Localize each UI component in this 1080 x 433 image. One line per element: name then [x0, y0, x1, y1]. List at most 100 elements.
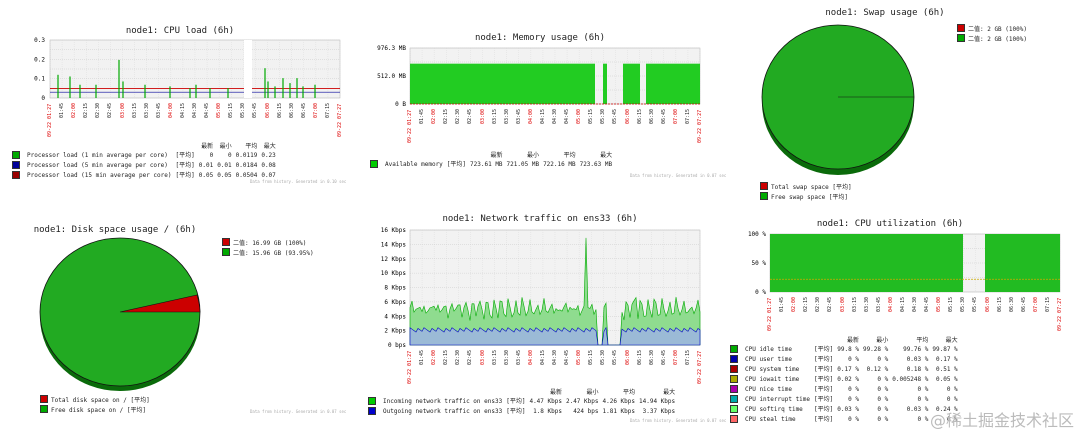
memory-x-tick: 07:00: [672, 108, 679, 124]
cpu-load-x-tick: 07:00: [312, 102, 319, 118]
disk-top-legend-text: 二值: 15.96 GB (93.95%): [233, 250, 314, 257]
swap-top-legend-item: 二值: 2 GB (100%): [957, 34, 1027, 44]
legend-last: 0.01: [198, 162, 214, 169]
disk-title: node1: Disk space usage / (6h): [33, 225, 197, 235]
memory-header: 最小: [527, 152, 540, 159]
cpu-util-x-tick: 06:00: [984, 296, 991, 312]
cpu-util-header: [728, 337, 743, 345]
cpu-util-legend: 最新 最小 平均 最大 CPU idle time [平均] 99.8 % 99.28 % 99…: [728, 337, 960, 425]
legend-agg: [平均]: [126, 407, 147, 414]
cpu-load-x-tick: 04:45: [204, 102, 211, 118]
legend-max: 14.94 Kbps: [639, 398, 676, 405]
network-footer: Data from history. Generated in 0.07 sec: [630, 418, 727, 423]
legend-last: 0 %: [848, 416, 859, 423]
legend-max: 0.51 %: [935, 366, 958, 373]
cpu-util-header: 最小: [876, 337, 889, 344]
cpu-load-x-tick: 06:15: [276, 102, 283, 118]
legend-swatch: [222, 248, 230, 256]
network-header: 最大: [663, 389, 676, 396]
legend-series-name: Processor load (5 min average per core): [27, 162, 168, 169]
memory-x-tick: 02:30: [455, 108, 462, 124]
swap-legend-item: Free swap space [平均]: [760, 192, 852, 202]
memory-x-tick: 09-22 07:27: [697, 110, 703, 144]
legend-avg: 99.76 %: [903, 346, 929, 353]
network-x-tick: 03:15: [491, 349, 498, 365]
legend-max: 0.05 %: [935, 376, 958, 383]
legend-avg: 0.0119: [235, 152, 258, 159]
memory-x-tick: 06:00: [624, 108, 631, 124]
cpu-load-header: [25, 143, 174, 151]
legend-swatch: [730, 395, 738, 403]
memory-header: 平均: [563, 152, 576, 159]
legend-last: 0 %: [848, 356, 859, 363]
cpu-util-x-tick: 03:45: [875, 296, 882, 312]
legend-last: 0 %: [848, 386, 859, 393]
memory-title: node1: Memory usage (6h): [474, 33, 606, 43]
network-x-tick: 02:45: [467, 349, 474, 365]
memory-x-tick: 04:15: [539, 108, 546, 124]
cpu-util-x-tick: 01:45: [779, 296, 786, 312]
cpu-util-legend-row: CPU iowait time [平均] 0.02 % 0 % 0.005248 % 0.…: [728, 375, 960, 385]
legend-agg: [平均]: [175, 172, 195, 179]
network-graph: node1: Network traffic on ens33 (6h) 16 …: [360, 208, 726, 433]
legend-agg: [平均]: [814, 396, 834, 403]
memory-x-tick: 05:30: [600, 108, 607, 124]
legend-last: 4.47 Kbps: [529, 398, 562, 405]
cpu-util-legend-row: CPU system time [平均] 0.17 % 0.12 % 0.18 % 0.5…: [728, 365, 960, 375]
network-y-tick: 12 Kbps: [381, 256, 407, 263]
disk-legend-item: Total disk space on / [平均]: [40, 395, 150, 405]
legend-swatch: [730, 385, 738, 393]
cpu-load-footer: Data from history. Generated in 0.10 sec: [250, 179, 347, 184]
legend-last: 0.03 %: [837, 406, 859, 413]
legend-swatch: [222, 238, 230, 246]
network-x-tick: 04:00: [527, 349, 534, 365]
legend-series-name: Total swap space: [771, 184, 833, 191]
legend-last: 0.05: [198, 172, 214, 179]
cpu-load-legend: 最新 最小 平均 最大 Processor load (1 min average pe…: [10, 143, 278, 181]
network-legend: 最新 最小 平均 最大 Incoming network traffic on ens3…: [366, 389, 677, 417]
memory-x-tick: 03:45: [515, 108, 522, 124]
disk-graph: node1: Disk space usage / (6h) 二值: 16.99…: [0, 215, 360, 433]
legend-swatch: [40, 395, 48, 403]
cpu-util-x-tick: 03:15: [851, 296, 858, 312]
network-header: 最新: [549, 389, 562, 396]
memory-x-tick: 03:00: [479, 108, 486, 124]
network-x-tick: 06:45: [660, 349, 667, 365]
legend-agg: [平均]: [446, 161, 467, 168]
cpu-load-x-tick: 02:15: [83, 102, 90, 118]
legend-avg: 0 %: [917, 386, 929, 393]
legend-swatch: [730, 375, 738, 383]
cpu-load-y-tick: 0.2: [34, 56, 45, 63]
cpu-load-x-tick: 04:30: [192, 102, 198, 118]
legend-series-name: Processor load (1 min average per core): [27, 152, 168, 159]
swap-legend: Total swap space [平均] Free swap space [平均…: [760, 182, 852, 202]
legend-avg: 0.0504: [235, 172, 258, 179]
legend-agg: [平均]: [175, 152, 195, 159]
network-x-tick: 06:00: [624, 349, 631, 365]
cpu-load-x-tick: 04:00: [167, 102, 174, 118]
network-x-tick: 03:45: [515, 349, 522, 365]
cpu-load-x-tick: 05:15: [228, 102, 235, 118]
network-y-tick: 8 Kbps: [384, 285, 406, 292]
network-x-tick: 01:45: [419, 349, 426, 365]
network-header: [366, 389, 381, 397]
cpu-util-idle-area: [770, 234, 963, 292]
cpu-util-x-tick: 03:30: [863, 296, 870, 312]
legend-max: 0.17 %: [935, 356, 958, 363]
legend-avg: 0.18 %: [906, 366, 929, 373]
legend-last: 0.17 %: [837, 366, 859, 373]
disk-legend: Total disk space on / [平均] Free disk spac…: [40, 395, 150, 415]
cpu-load-x-tick: 06:45: [300, 102, 307, 118]
legend-agg: [平均]: [814, 406, 834, 413]
swap-title: node1: Swap usage (6h): [825, 8, 945, 18]
cpu-util-x-tick: 04:00: [887, 296, 894, 312]
legend-min: 424 bps: [573, 408, 599, 415]
legend-series-name: Total disk space on /: [51, 397, 131, 404]
legend-max: 0.23: [261, 152, 276, 159]
memory-x-tick: 02:00: [431, 108, 438, 124]
cpu-util-x-tick: 07:15: [1044, 296, 1051, 312]
cpu-util-header: 最新: [846, 337, 859, 344]
swap-pie: [761, 24, 915, 175]
legend-avg: 4.26 Kbps: [602, 398, 635, 405]
legend-agg: [平均]: [814, 386, 834, 393]
